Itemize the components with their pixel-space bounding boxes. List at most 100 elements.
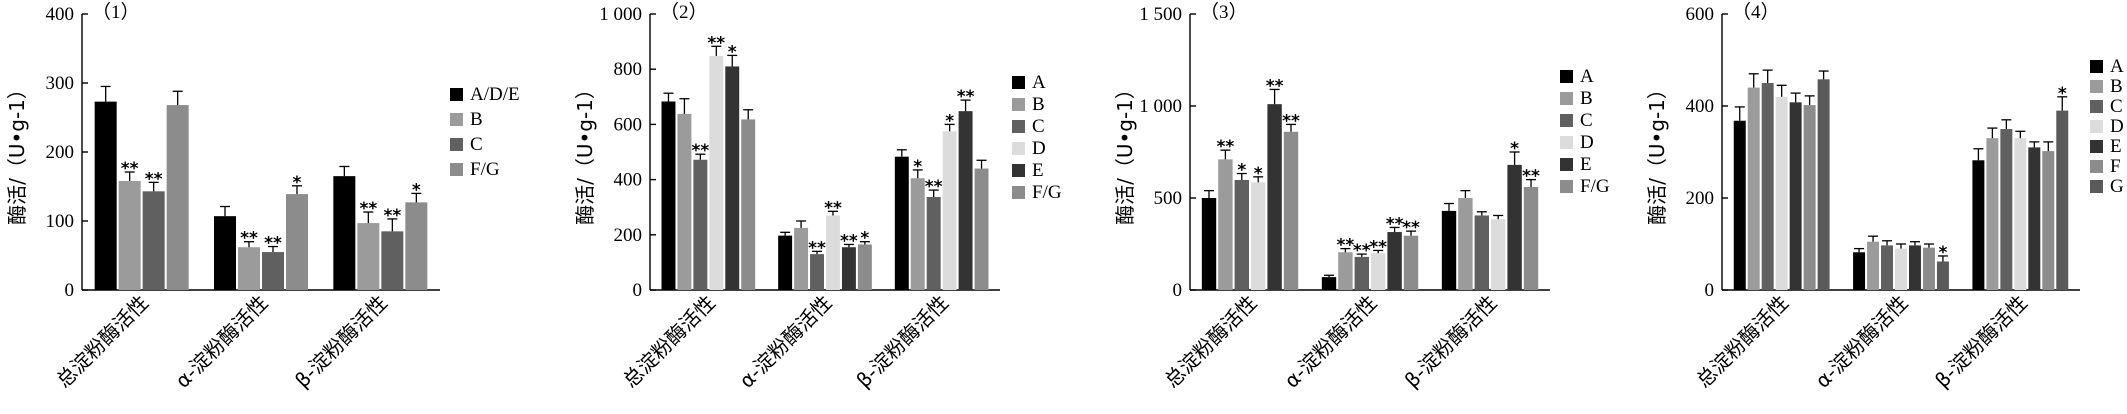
- legend-swatch: [450, 163, 463, 176]
- bar-c-1: [1761, 83, 1774, 290]
- y-tick-label: 300: [46, 73, 75, 94]
- category-label: 总淀粉酶活性: [51, 291, 153, 393]
- category-label: 总淀粉酶活性: [618, 291, 720, 393]
- y-tick-label: 600: [614, 114, 643, 135]
- panel-title: （1）: [92, 1, 140, 23]
- y-axis-label: 酶活/（U•g-1）: [1113, 79, 1137, 225]
- bar-c-3: [1474, 215, 1489, 290]
- legend-label: A: [2110, 56, 2124, 77]
- significance-mark: **: [691, 141, 709, 161]
- significance-mark: *: [1510, 139, 1519, 159]
- bar-c-2: [262, 252, 284, 290]
- bar-d-3: [1491, 219, 1506, 290]
- bar-fg-1: [166, 105, 189, 290]
- y-tick-label: 400: [1686, 96, 1715, 117]
- significance-mark: **: [957, 87, 975, 107]
- bar-ade-1: [94, 101, 117, 290]
- legend-swatch: [2090, 160, 2103, 173]
- y-tick-label: 400: [614, 170, 643, 191]
- bar-e-3: [1507, 164, 1522, 290]
- bar-c-2: [810, 254, 824, 290]
- bar-d-2: [826, 215, 840, 290]
- legend-label: D: [1032, 138, 1046, 159]
- legend-label: F: [2110, 156, 2121, 177]
- significance-mark: *: [293, 173, 302, 193]
- legend-swatch: [1560, 70, 1573, 83]
- legend-swatch: [2090, 180, 2103, 193]
- bar-b-1: [1747, 87, 1760, 290]
- legend-swatch: [2090, 60, 2103, 73]
- bar-b-3: [1458, 198, 1473, 290]
- legend-label: A: [1032, 72, 1046, 93]
- legend-label: E: [2110, 136, 2122, 157]
- bar-c-3: [2000, 129, 2013, 290]
- legend-label: B: [1580, 88, 1593, 109]
- legend-swatch: [450, 113, 463, 126]
- y-tick-label: 200: [1686, 188, 1715, 209]
- y-tick-label: 100: [46, 211, 75, 232]
- legend-label: B: [2110, 76, 2123, 97]
- panel-title: （3）: [1200, 1, 1248, 23]
- y-tick-label: 800: [614, 59, 643, 80]
- legend-swatch: [1012, 164, 1025, 177]
- bar-d-3: [942, 131, 957, 290]
- significance-mark: **: [359, 199, 377, 219]
- significance-mark: *: [728, 42, 737, 62]
- legend-swatch: [450, 88, 463, 101]
- bar-g-2: [1936, 261, 1949, 290]
- legend-label: A/D/E: [470, 84, 520, 105]
- bar-c-2: [1354, 256, 1369, 290]
- bar-b-2: [794, 227, 809, 290]
- significance-mark: **: [1217, 137, 1235, 157]
- y-tick-label: 0: [1705, 280, 1715, 301]
- bar-f-2: [1922, 247, 1935, 290]
- legend-swatch: [1560, 180, 1573, 193]
- significance-mark: **: [808, 238, 826, 258]
- bar-b-1: [677, 113, 692, 290]
- significance-mark: **: [121, 159, 139, 179]
- bar-b-2: [1867, 241, 1880, 290]
- bar-fg-1: [741, 119, 756, 290]
- category-label: α-淀粉酶活性: [734, 291, 836, 393]
- category-label: α-淀粉酶活性: [1279, 291, 1381, 393]
- significance-mark: **: [925, 177, 943, 197]
- panel-title: （2）: [660, 1, 708, 23]
- category-label: α-淀粉酶活性: [1810, 291, 1912, 393]
- y-tick-label: 200: [614, 225, 643, 246]
- bar-d-1: [1251, 182, 1266, 290]
- bar-fg-2: [286, 194, 308, 290]
- y-axis-label: 酶活/（U•g-1）: [5, 79, 29, 225]
- category-label: 总淀粉酶活性: [1691, 291, 1793, 393]
- bar-fg-3: [405, 202, 428, 290]
- bar-a-2: [778, 235, 793, 290]
- significance-mark: **: [264, 234, 282, 254]
- bar-ade-2: [214, 216, 236, 290]
- y-tick-label: 0: [633, 280, 643, 301]
- significance-mark: **: [1369, 237, 1387, 257]
- legend-label: B: [1032, 94, 1045, 115]
- legend-label: E: [1580, 154, 1592, 175]
- significance-mark: *: [913, 157, 922, 177]
- y-tick-label: 1 000: [599, 4, 642, 25]
- y-tick-label: 1 000: [1139, 96, 1182, 117]
- y-tick-label: 200: [46, 142, 75, 163]
- bar-fg-3: [1523, 186, 1539, 290]
- significance-mark: *: [860, 229, 869, 249]
- category-label: β-淀粉酶活性: [851, 291, 953, 393]
- legend-label: A: [1580, 66, 1594, 87]
- bar-a-1: [661, 101, 676, 290]
- bar-c-1: [693, 159, 708, 290]
- bar-b-3: [1986, 138, 1999, 290]
- legend-label: C: [470, 134, 483, 155]
- bar-c-3: [926, 196, 941, 290]
- bar-a-3: [894, 156, 909, 290]
- significance-mark: **: [383, 206, 401, 226]
- category-label: β-淀粉酶活性: [290, 291, 392, 393]
- significance-mark: **: [1353, 241, 1371, 261]
- bar-e-1: [725, 66, 740, 290]
- significance-mark: **: [1282, 111, 1300, 131]
